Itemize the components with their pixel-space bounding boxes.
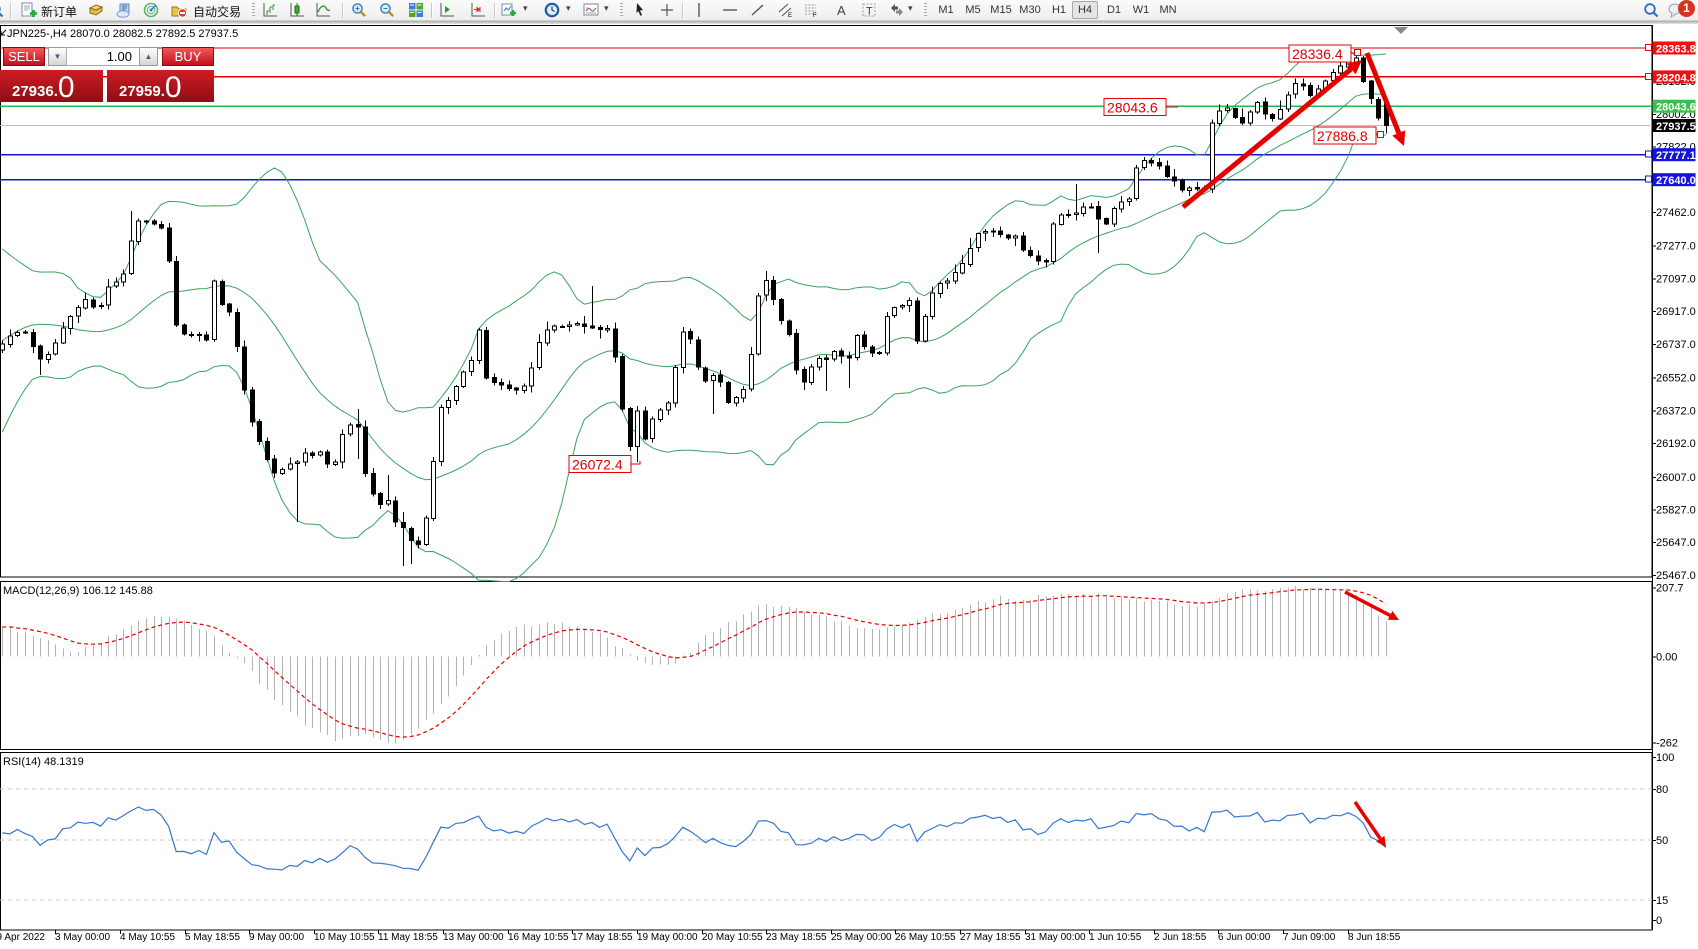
svg-text:25827.0: 25827.0 <box>1656 505 1696 517</box>
svg-text:26552.0: 26552.0 <box>1656 373 1696 385</box>
svg-text:5 May 18:55: 5 May 18:55 <box>185 932 240 943</box>
svg-text:26 May 10:55: 26 May 10:55 <box>895 932 956 943</box>
svg-text:25467.0: 25467.0 <box>1656 570 1696 582</box>
svg-text:JPN225-,H4 28070.0 28082.5 27: JPN225-,H4 28070.0 28082.5 27892.5 27937… <box>7 28 238 40</box>
svg-text:13 May 00:00: 13 May 00:00 <box>443 932 504 943</box>
svg-text:28043.6: 28043.6 <box>1107 100 1158 116</box>
svg-text:27937.5: 27937.5 <box>1656 121 1696 133</box>
svg-text:A: A <box>837 3 846 18</box>
svg-text:31 May 00:00: 31 May 00:00 <box>1025 932 1086 943</box>
svg-text:27886.8: 27886.8 <box>1317 128 1368 144</box>
svg-text:11 May 18:55: 11 May 18:55 <box>378 932 438 943</box>
svg-text:16 May 10:55: 16 May 10:55 <box>508 932 569 943</box>
svg-text:100: 100 <box>1656 752 1674 764</box>
svg-text:28043.6: 28043.6 <box>1656 102 1696 114</box>
svg-text:RSI(14) 48.1319: RSI(14) 48.1319 <box>3 756 84 768</box>
svg-text:15: 15 <box>1656 895 1668 907</box>
svg-text:25 May 00:00: 25 May 00:00 <box>831 932 892 943</box>
svg-text:2 Jun 18:55: 2 Jun 18:55 <box>1154 932 1207 943</box>
svg-text:27277.0: 27277.0 <box>1656 241 1696 253</box>
svg-text:25647.0: 25647.0 <box>1656 537 1696 549</box>
svg-text:207.7: 207.7 <box>1656 583 1684 595</box>
svg-text:F: F <box>813 13 817 18</box>
svg-text:28336.4: 28336.4 <box>1292 46 1343 62</box>
svg-text:1 Jun 10:55: 1 Jun 10:55 <box>1089 932 1142 943</box>
svg-text:26372.0: 26372.0 <box>1656 405 1696 417</box>
svg-text:7 Jun 09:00: 7 Jun 09:00 <box>1283 932 1336 943</box>
svg-text:8 Jun 18:55: 8 Jun 18:55 <box>1348 932 1401 943</box>
svg-text:MACD(12,26,9) 106.12 145.88: MACD(12,26,9) 106.12 145.88 <box>3 585 153 597</box>
svg-text:26917.0: 26917.0 <box>1656 306 1696 318</box>
svg-text:19 May 00:00: 19 May 00:00 <box>637 932 698 943</box>
svg-text:T: T <box>866 6 873 18</box>
svg-text:28363.8: 28363.8 <box>1656 44 1696 56</box>
svg-text:9 May 00:00: 9 May 00:00 <box>249 932 304 943</box>
svg-text:26737.0: 26737.0 <box>1656 339 1696 351</box>
svg-text:28204.8: 28204.8 <box>1656 72 1696 84</box>
svg-text:27777.1: 27777.1 <box>1656 150 1696 162</box>
svg-text:23 May 18:55: 23 May 18:55 <box>766 932 827 943</box>
svg-text:80: 80 <box>1656 784 1668 796</box>
svg-text:6 Jun 00:00: 6 Jun 00:00 <box>1218 932 1271 943</box>
svg-text:27097.0: 27097.0 <box>1656 273 1696 285</box>
svg-text:3 May 00:00: 3 May 00:00 <box>55 932 110 943</box>
svg-text:0: 0 <box>1656 915 1662 927</box>
svg-text:27640.0: 27640.0 <box>1656 175 1696 187</box>
svg-text:4 May 10:55: 4 May 10:55 <box>120 932 175 943</box>
svg-text:50: 50 <box>1656 835 1668 847</box>
svg-text:26072.4: 26072.4 <box>572 457 623 473</box>
svg-text:17 May 18:55: 17 May 18:55 <box>572 932 633 943</box>
svg-text:26192.0: 26192.0 <box>1656 438 1696 450</box>
svg-text:0.00: 0.00 <box>1656 652 1677 664</box>
svg-text:-262: -262 <box>1656 738 1678 750</box>
svg-text:E: E <box>788 13 792 18</box>
svg-text:26007.0: 26007.0 <box>1656 472 1696 484</box>
svg-text:10 May 10:55: 10 May 10:55 <box>314 932 375 943</box>
svg-text:27462.0: 27462.0 <box>1656 207 1696 219</box>
svg-text:27 May 18:55: 27 May 18:55 <box>960 932 1021 943</box>
svg-text:20 May 10:55: 20 May 10:55 <box>702 932 763 943</box>
svg-text:29 Apr 2022: 29 Apr 2022 <box>0 932 45 943</box>
